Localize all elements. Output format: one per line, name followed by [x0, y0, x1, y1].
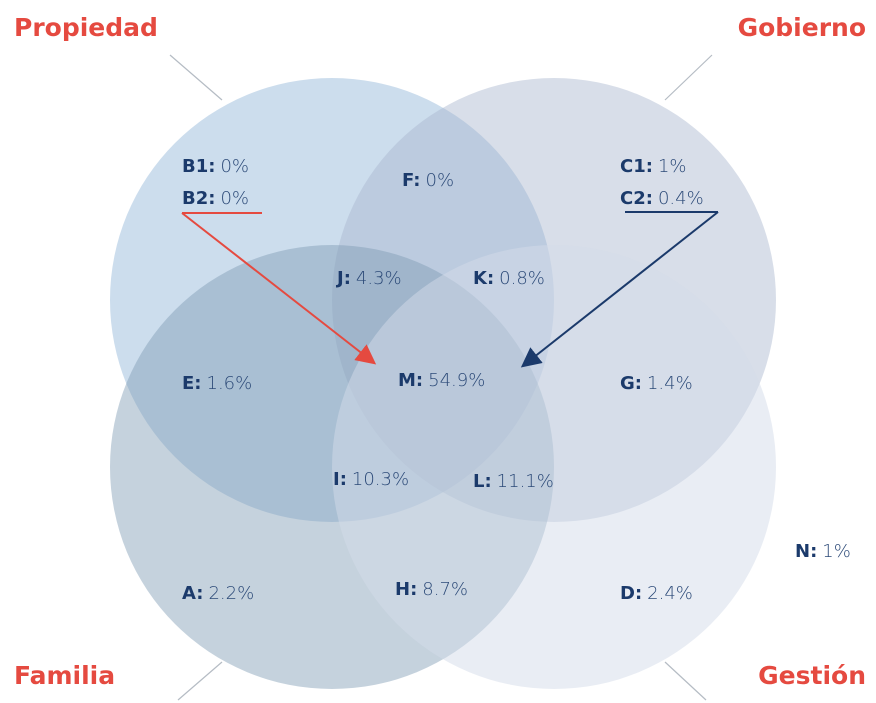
- region-value: 0.4%: [658, 188, 704, 209]
- region-key: C1:: [620, 156, 653, 177]
- region-label: B2: 0%: [182, 188, 249, 209]
- region-value: 1%: [822, 541, 851, 562]
- region-value: 4.3%: [356, 268, 402, 289]
- region-value: 54.9%: [428, 370, 485, 391]
- region-key: I:: [333, 469, 347, 490]
- region-label: E: 1.6%: [182, 373, 252, 394]
- region-value: 2.4%: [647, 583, 693, 604]
- region-value: 10.3%: [352, 469, 409, 490]
- arrow: [181, 212, 377, 365]
- region-value: 8.7%: [422, 579, 468, 600]
- region-label: C2: 0.4%: [620, 188, 704, 209]
- region-key: G:: [620, 373, 642, 394]
- region-label: H: 8.7%: [395, 579, 468, 600]
- region-label: I: 10.3%: [333, 469, 409, 490]
- leader-lines: [169, 54, 713, 701]
- region-value: 0%: [220, 156, 249, 177]
- region-label: L: 11.1%: [473, 471, 554, 492]
- region-label: N: 1%: [795, 541, 851, 562]
- region-label: B1: 0%: [182, 156, 249, 177]
- region-label: J: 4.3%: [335, 268, 402, 289]
- region-key: J:: [335, 268, 351, 289]
- region-label: C1: 1%: [620, 156, 687, 177]
- region-value: 1.6%: [207, 373, 253, 394]
- region-key: L:: [473, 471, 492, 492]
- set-label: Familia: [14, 661, 115, 690]
- set-label: Gobierno: [738, 13, 866, 42]
- region-label: K: 0.8%: [473, 268, 545, 289]
- region-label: A: 2.2%: [182, 583, 254, 604]
- region-label: M: 54.9%: [398, 370, 485, 391]
- region-value: 11.1%: [497, 471, 554, 492]
- arrow: [520, 211, 719, 368]
- set-label: Gestión: [758, 661, 866, 690]
- regions: B1: 0%B2: 0%F: 0%C1: 1%C2: 0.4%J: 4.3% K: 0.8%E:…: [182, 156, 851, 604]
- set-label: Propiedad: [14, 13, 158, 42]
- region-key: B2:: [182, 188, 215, 209]
- region-label: G: 1.4%: [620, 373, 693, 394]
- region-key: K:: [473, 268, 494, 289]
- region-key: F:: [402, 170, 421, 191]
- region-key: A:: [182, 583, 203, 604]
- region-label: F: 0%: [402, 170, 454, 191]
- region-key: C2:: [620, 188, 653, 209]
- region-value: 0%: [220, 188, 249, 209]
- region-key: E:: [182, 373, 202, 394]
- region-value: 2.2%: [208, 583, 254, 604]
- region-key: D:: [620, 583, 642, 604]
- region-key: H:: [395, 579, 417, 600]
- region-label: D: 2.4%: [620, 583, 693, 604]
- region-value: 1.4%: [647, 373, 693, 394]
- region-key: B1:: [182, 156, 215, 177]
- region-value: 1%: [658, 156, 687, 177]
- region-key: N:: [795, 541, 817, 562]
- region-key: M:: [398, 370, 423, 391]
- circle-gestion: [332, 245, 776, 689]
- region-value: 0.8%: [499, 268, 545, 289]
- region-value: 0%: [426, 170, 455, 191]
